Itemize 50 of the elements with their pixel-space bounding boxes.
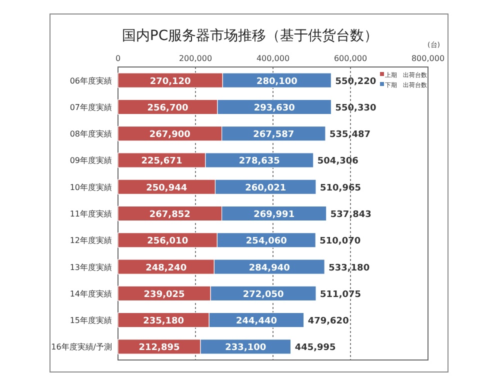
x-tick-label: 200,000 — [178, 54, 212, 63]
data-label: 254,060 — [246, 236, 287, 247]
data-label: 225,671 — [141, 156, 182, 167]
data-label: 269,991 — [254, 210, 295, 220]
data-label: 270,120 — [150, 76, 191, 87]
total-label: 510,070 — [320, 236, 361, 247]
total-label: 510,965 — [320, 183, 361, 194]
data-label: 267,587 — [253, 130, 294, 140]
y-tick-label: 07年度実績 — [70, 102, 112, 112]
total-label: 550,220 — [335, 76, 376, 87]
x-tick-label: 0 — [115, 54, 121, 63]
y-tick-label: 13年度実績 — [70, 262, 112, 272]
data-label: 267,900 — [149, 130, 190, 140]
x-tick-label: 600,000 — [334, 54, 368, 63]
y-tick-label: 06年度実績 — [70, 76, 112, 86]
y-tick-label: 12年度実績 — [70, 236, 112, 246]
data-label: 284,940 — [248, 263, 290, 274]
data-label: 235,180 — [143, 316, 184, 327]
x-tick-label: 800,000 — [411, 54, 445, 63]
data-label: 256,010 — [147, 236, 188, 247]
data-label: 278,635 — [238, 156, 280, 167]
x-tick-label: 400,000 — [256, 54, 290, 63]
total-label: 511,075 — [320, 290, 362, 300]
total-label: 550,330 — [335, 103, 376, 114]
total-label: 533,180 — [328, 263, 370, 274]
total-label: 535,487 — [330, 130, 370, 140]
data-label: 280,100 — [256, 76, 298, 87]
data-label: 293,630 — [254, 103, 295, 114]
data-label: 260,021 — [245, 183, 286, 194]
data-label: 256,700 — [147, 103, 188, 114]
chart-title: 国内PC服务器市场推移（基于供货台数） — [122, 28, 378, 44]
data-label: 267,852 — [149, 210, 190, 220]
data-label: 244,440 — [236, 316, 277, 327]
y-tick-label: 15年度実績 — [70, 316, 112, 326]
data-label: 248,240 — [146, 263, 187, 274]
total-label: 537,843 — [330, 210, 372, 220]
data-label: 250,944 — [146, 183, 188, 194]
total-label: 504,306 — [317, 156, 358, 167]
total-label: 479,620 — [308, 316, 349, 327]
y-tick-label: 11年度実績 — [70, 210, 112, 218]
data-label: 272,050 — [242, 290, 284, 300]
data-label: 212,895 — [138, 343, 180, 354]
data-label: 233,100 — [225, 343, 266, 354]
y-tick-label: 08年度実績 — [70, 130, 112, 139]
data-label: 239,025 — [144, 290, 185, 300]
y-tick-label: 09年度実績 — [70, 156, 112, 166]
y-tick-label: 16年度実績/予測 — [51, 342, 112, 352]
total-label: 445,995 — [294, 343, 336, 354]
y-tick-label: 10年度実績 — [70, 182, 112, 192]
y-tick-label: 14年度実績 — [70, 289, 112, 298]
